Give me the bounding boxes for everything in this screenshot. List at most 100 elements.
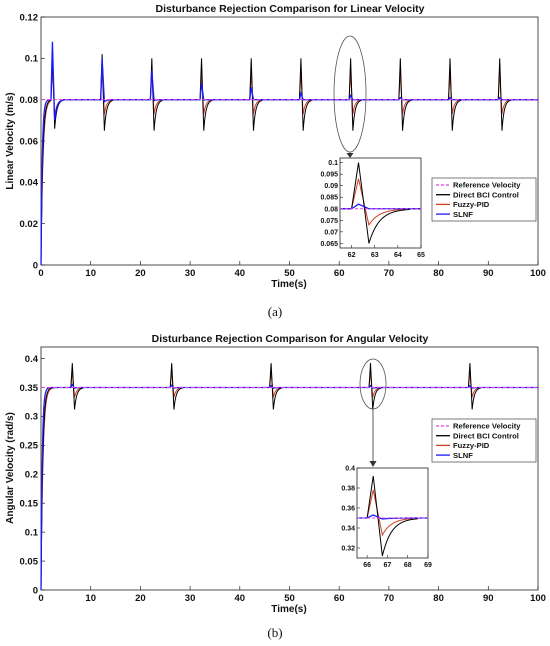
- x-tick-label: 30: [185, 268, 196, 279]
- x-tick-label: 50: [284, 593, 295, 604]
- inset-series-lines: [357, 475, 428, 557]
- zoom-inset: 66 67 68 69 0.32 0.34 0.36 0.38 0.4: [341, 466, 432, 570]
- x-tick-label: 80: [433, 593, 444, 604]
- chart-linear-velocity: Disturbance Rejection Comparison for Lin…: [5, 3, 546, 319]
- x-tick-label: 20: [135, 593, 146, 604]
- plot-area: [40, 16, 539, 266]
- x-tick-label: 0: [38, 268, 43, 279]
- x-tick-label: 70: [384, 268, 395, 279]
- x-tick-label: 70: [384, 593, 395, 604]
- chart-title: Disturbance Rejection Comparison for Ang…: [152, 333, 429, 345]
- inset-x-tick-label: 62: [348, 252, 356, 259]
- chart-title: Disturbance Rejection Comparison for Lin…: [156, 3, 425, 15]
- x-tick-label: 90: [483, 593, 494, 604]
- x-tick-label: 100: [530, 268, 546, 279]
- inset-y-tick-label: 0.065: [320, 241, 338, 248]
- inset-series-line: [357, 475, 428, 557]
- inset-x-tick-label: 66: [363, 562, 371, 569]
- x-axis-label: Time(s): [271, 604, 306, 615]
- inset-y-tick-label: 0.075: [320, 218, 338, 225]
- series-lines: [40, 41, 538, 266]
- y-tick-label: 0.04: [20, 178, 39, 189]
- inset-x-tick-label: 65: [417, 252, 425, 259]
- y-tick-label: 0: [33, 260, 38, 271]
- panel-caption: (b): [267, 625, 282, 640]
- panel-caption: (a): [268, 304, 282, 319]
- y-tick-label: 0.25: [20, 441, 39, 452]
- inset-x-tick-label: 69: [424, 562, 432, 569]
- x-tick-label: 0: [38, 593, 43, 604]
- legend-label: Fuzzy-PID: [453, 441, 490, 450]
- legend-label: SLNF: [453, 210, 473, 219]
- zoom-inset: 62 63 64 65 0.065 0.07 0.075 0.08 0.085 0.09 0.09…: [320, 157, 425, 259]
- x-axis-ticks: 0 10 20 30 40 50 60 70 80 90 100: [38, 261, 546, 279]
- x-tick-label: 60: [334, 268, 345, 279]
- zoom-arrowhead: [369, 461, 377, 467]
- inset-plot-area: [339, 157, 422, 249]
- y-tick-label: 0.12: [20, 12, 39, 23]
- inset-y-tick-label: 0.09: [324, 183, 338, 190]
- inset-y-tick-label: 0.095: [320, 172, 338, 179]
- y-tick-label: 0.06: [20, 136, 39, 147]
- x-tick-label: 40: [235, 593, 246, 604]
- inset-x-ticks: 66 67 68 69: [363, 555, 432, 569]
- x-tick-label: 50: [284, 268, 295, 279]
- y-tick-label: 0.05: [20, 556, 39, 567]
- zoom-arrowhead: [346, 153, 354, 158]
- chart-angular-velocity: Disturbance Rejection Comparison for Ang…: [5, 333, 546, 640]
- inset-y-tick-label: 0.34: [341, 526, 355, 533]
- x-tick-label: 90: [483, 268, 494, 279]
- inset-plot-area: [356, 467, 429, 559]
- legend-label: Reference Velocity: [453, 181, 521, 190]
- y-tick-label: 0: [33, 585, 38, 596]
- inset-y-tick-label: 0.36: [341, 506, 355, 513]
- inset-y-tick-label: 0.32: [341, 546, 355, 553]
- y-tick-label: 0.2: [25, 470, 38, 481]
- y-tick-label: 0.02: [20, 219, 39, 230]
- x-tick-label: 10: [85, 268, 96, 279]
- x-tick-label: 60: [334, 593, 345, 604]
- legend-label: Reference Velocity: [453, 422, 521, 431]
- x-tick-label: 100: [530, 593, 546, 604]
- legend-label: Fuzzy-PID: [453, 200, 490, 209]
- legend-label: SLNF: [453, 451, 473, 460]
- legend-label: Direct BCI Control: [453, 190, 519, 199]
- y-axis-ticks: 0 0.05 0.1 0.15 0.2 0.25 0.3 0.35 0.4: [20, 354, 45, 596]
- inset-series-lines: [340, 162, 421, 244]
- inset-x-tick-label: 67: [384, 562, 392, 569]
- inset-y-tick-label: 0.38: [341, 486, 355, 493]
- x-tick-label: 80: [433, 268, 444, 279]
- x-tick-label: 30: [185, 593, 196, 604]
- series-lines: [40, 363, 538, 591]
- inset-y-ticks: 0.065 0.07 0.075 0.08 0.085 0.09 0.095 0.1: [320, 160, 343, 248]
- x-tick-label: 10: [85, 593, 96, 604]
- y-tick-label: 0.35: [20, 383, 39, 394]
- y-axis-label: Linear Velocity (m/s): [5, 92, 16, 189]
- x-tick-label: 20: [135, 268, 146, 279]
- x-axis-ticks: 0 10 20 30 40 50 60 70 80 90 100: [38, 586, 546, 604]
- inset-y-tick-label: 0.4: [345, 466, 355, 473]
- legend-label: Direct BCI Control: [453, 431, 519, 440]
- inset-x-tick-label: 68: [404, 562, 412, 569]
- y-tick-label: 0.1: [25, 527, 39, 538]
- y-tick-label: 0.1: [25, 54, 39, 65]
- y-axis-label: Angular Velocity (rad/s): [5, 412, 16, 524]
- inset-y-tick-label: 0.08: [324, 206, 338, 213]
- x-tick-label: 40: [235, 268, 246, 279]
- y-tick-label: 0.08: [20, 95, 39, 106]
- inset-x-ticks: 62 63 64 65: [348, 245, 425, 259]
- y-tick-label: 0.15: [20, 499, 39, 510]
- plot-area: [40, 346, 539, 591]
- inset-y-tick-label: 0.1: [328, 160, 338, 167]
- inset-y-tick-label: 0.085: [320, 195, 338, 202]
- x-axis-label: Time(s): [271, 279, 306, 290]
- inset-series-line: [340, 162, 421, 244]
- y-tick-label: 0.4: [25, 354, 39, 365]
- inset-x-tick-label: 64: [394, 252, 402, 259]
- inset-y-ticks: 0.32 0.34 0.36 0.38 0.4: [341, 466, 360, 553]
- inset-x-tick-label: 63: [371, 252, 379, 259]
- inset-y-tick-label: 0.07: [324, 229, 338, 236]
